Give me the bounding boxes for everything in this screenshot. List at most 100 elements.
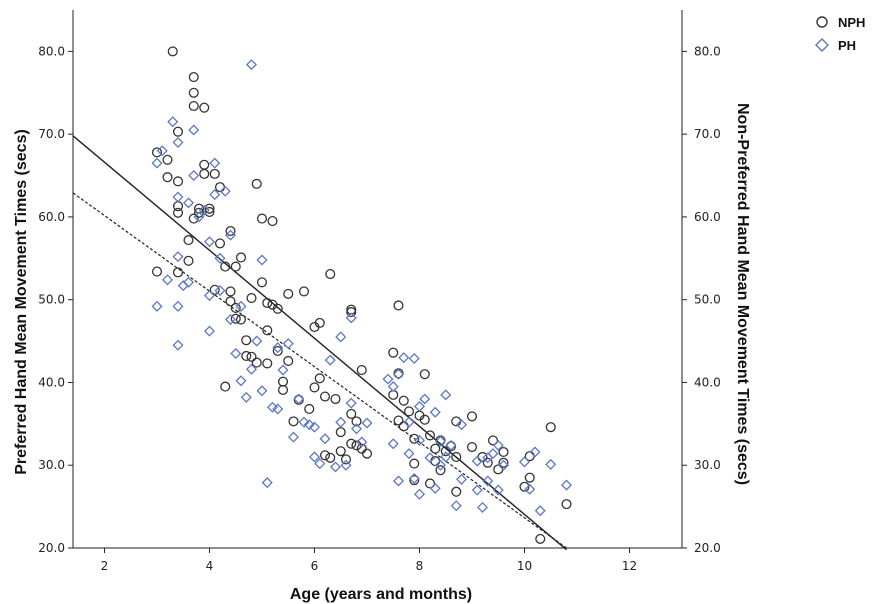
point-nph (535, 533, 546, 544)
point-nph (162, 172, 173, 183)
point-nph (251, 178, 262, 189)
point-ph (235, 375, 247, 387)
point-nph (225, 225, 236, 237)
point-ph (413, 434, 426, 446)
point-nph (335, 446, 346, 457)
point-ph (455, 419, 468, 431)
point-nph (246, 351, 257, 362)
point-nph (409, 458, 420, 469)
y-tick-label-right: 40.0 (694, 375, 721, 389)
point-ph (471, 455, 483, 467)
point-ph (235, 300, 247, 312)
point-ph (256, 254, 268, 266)
point-nph (351, 416, 362, 427)
point-ph (392, 368, 405, 380)
point-nph (214, 182, 226, 193)
point-nph (183, 235, 194, 246)
y-tick-label-left: 60.0 (38, 210, 65, 224)
point-ph (361, 417, 373, 429)
point-nph (325, 268, 336, 280)
point-ph (560, 479, 573, 491)
point-ph (240, 391, 252, 403)
point-ph (251, 335, 263, 347)
point-ph (182, 197, 195, 209)
point-ph (151, 300, 163, 312)
point-nph (487, 435, 499, 446)
point-ph (403, 448, 415, 460)
point-nph (409, 475, 420, 486)
x-tick-label: 10 (517, 559, 532, 573)
point-ph (167, 116, 179, 128)
point-ph (419, 393, 431, 405)
point-ph (518, 456, 531, 468)
point-nph (162, 154, 173, 165)
x-tick-label: 6 (311, 559, 319, 573)
point-nph (193, 207, 205, 218)
point-ph (440, 389, 452, 401)
point-ph (403, 416, 415, 428)
point-nph (188, 100, 199, 112)
point-ph (471, 484, 483, 496)
data-points (151, 46, 573, 544)
point-nph (204, 206, 215, 218)
point-ph (172, 251, 184, 263)
point-nph (498, 457, 509, 468)
y-tick-label-left: 80.0 (38, 44, 65, 58)
point-nph (283, 355, 294, 366)
point-ph (303, 419, 315, 431)
point-ph (172, 136, 184, 148)
point-ph (272, 342, 284, 354)
point-nph (361, 448, 373, 459)
point-ph (413, 488, 426, 500)
y-tick-label-left: 70.0 (38, 127, 65, 141)
point-nph (241, 350, 252, 362)
point-nph (230, 261, 241, 272)
point-nph (466, 411, 478, 422)
point-ph (350, 423, 363, 435)
point-nph (267, 216, 278, 227)
axis-ticks: 20.0 20.0 30.0 30.0 40.0 40.0 50.0 50.0 60.0 60.0… (38, 44, 720, 573)
point-nph (230, 302, 241, 314)
point-nph (356, 364, 367, 376)
point-ph (230, 347, 242, 360)
point-ph (151, 157, 163, 169)
point-ph (209, 157, 221, 169)
point-nph (424, 478, 436, 489)
point-ph (450, 500, 462, 512)
point-ph (356, 436, 368, 448)
point-ph (408, 472, 420, 484)
point-ph (429, 406, 441, 418)
point-nph (151, 266, 163, 277)
point-ph (219, 185, 231, 197)
point-nph (524, 472, 535, 483)
point-nph (346, 438, 357, 449)
point-ph (172, 191, 184, 203)
point-ph (387, 438, 399, 450)
point-ph (198, 204, 210, 216)
point-ph (398, 352, 410, 364)
y-tick-label-left: 40.0 (38, 375, 65, 389)
y-tick-label-right: 50.0 (694, 293, 721, 307)
point-nph (482, 457, 493, 468)
y-tick-label-left: 20.0 (38, 541, 65, 555)
point-ph (492, 484, 504, 496)
point-nph (151, 147, 163, 158)
point-ph (224, 229, 237, 241)
y-tick-label-right: 30.0 (694, 458, 721, 472)
point-nph (346, 408, 357, 419)
point-nph (330, 393, 341, 405)
point-ph (224, 314, 237, 326)
point-nph (519, 481, 530, 492)
fit-line-ph (72, 192, 567, 549)
point-nph (230, 313, 241, 324)
point-ph (188, 124, 200, 136)
point-nph (241, 335, 252, 346)
y-tick-label-left: 50.0 (38, 293, 65, 307)
point-nph (188, 87, 199, 98)
point-ph (308, 421, 321, 433)
point-ph (387, 381, 399, 393)
point-ph (329, 461, 342, 473)
point-nph (277, 376, 289, 387)
point-nph (214, 238, 226, 249)
point-nph (225, 296, 236, 307)
